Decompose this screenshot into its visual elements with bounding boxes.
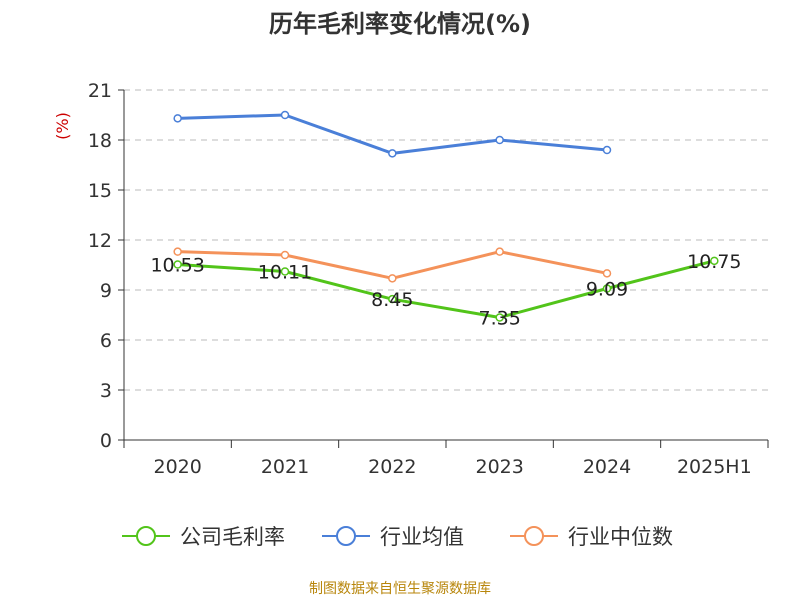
data-labels: 10.53 10.11 8.45 7.35 9.09 10.75 <box>150 251 741 330</box>
series-line <box>177 259 715 319</box>
data-point <box>280 110 290 120</box>
series-lines <box>173 110 719 322</box>
legend-label: 行业中位数 <box>568 525 673 549</box>
data-point <box>280 267 290 276</box>
data-point <box>388 274 397 283</box>
y-tick-label: 21 <box>88 80 112 102</box>
x-tick-label: 2022 <box>368 456 416 478</box>
x-tick-label: 2024 <box>583 456 631 478</box>
data-point <box>602 145 612 155</box>
data-label: 10.11 <box>258 262 312 284</box>
legend-marker <box>524 526 544 546</box>
y-tick-label: 3 <box>100 380 112 402</box>
data-label: 7.35 <box>479 308 521 330</box>
data-point <box>388 294 397 304</box>
data-point <box>280 250 290 260</box>
x-tick-label: 2023 <box>475 456 523 478</box>
data-label: 10.53 <box>150 255 204 277</box>
data-point <box>388 149 397 158</box>
data-label: 9.09 <box>586 279 628 301</box>
data-point <box>173 114 182 123</box>
x-tick-label: 2025H1 <box>677 456 752 478</box>
legend: 公司毛利率 行业均值 行业中位数 <box>122 525 673 549</box>
axes: 0 3 6 9 12 15 18 21 2020 2021 2022 2023 2024 2025H1 <box>88 80 769 478</box>
data-label: 8.45 <box>371 289 413 311</box>
y-tick-label: 0 <box>100 430 112 452</box>
legend-marker <box>136 526 156 546</box>
data-point <box>173 260 182 269</box>
source-note: 制图数据来自恒生聚源数据库 <box>309 581 491 597</box>
x-tick-label: 2020 <box>153 456 201 478</box>
legend-marker <box>336 526 356 546</box>
legend-label: 公司毛利率 <box>180 525 285 549</box>
data-point <box>173 247 182 256</box>
data-point <box>710 256 719 266</box>
y-tick-label: 6 <box>100 330 112 352</box>
data-point <box>495 135 504 145</box>
y-tick-label: 18 <box>88 130 112 152</box>
data-label: 10.75 <box>687 251 741 273</box>
x-tick-label: 2021 <box>261 456 309 478</box>
data-point <box>602 269 612 278</box>
data-point <box>602 284 612 293</box>
chart-title: 历年毛利率变化情况(%) <box>269 10 531 38</box>
series-line <box>177 113 608 155</box>
data-point <box>495 247 504 256</box>
y-tick-label: 15 <box>88 180 112 202</box>
y-axis-label: (%) <box>53 112 72 140</box>
data-point <box>495 313 504 322</box>
y-tick-label: 12 <box>88 230 112 252</box>
y-tick-label: 9 <box>100 280 112 302</box>
grid-lines <box>124 89 768 391</box>
legend-label: 行业均值 <box>380 525 464 549</box>
